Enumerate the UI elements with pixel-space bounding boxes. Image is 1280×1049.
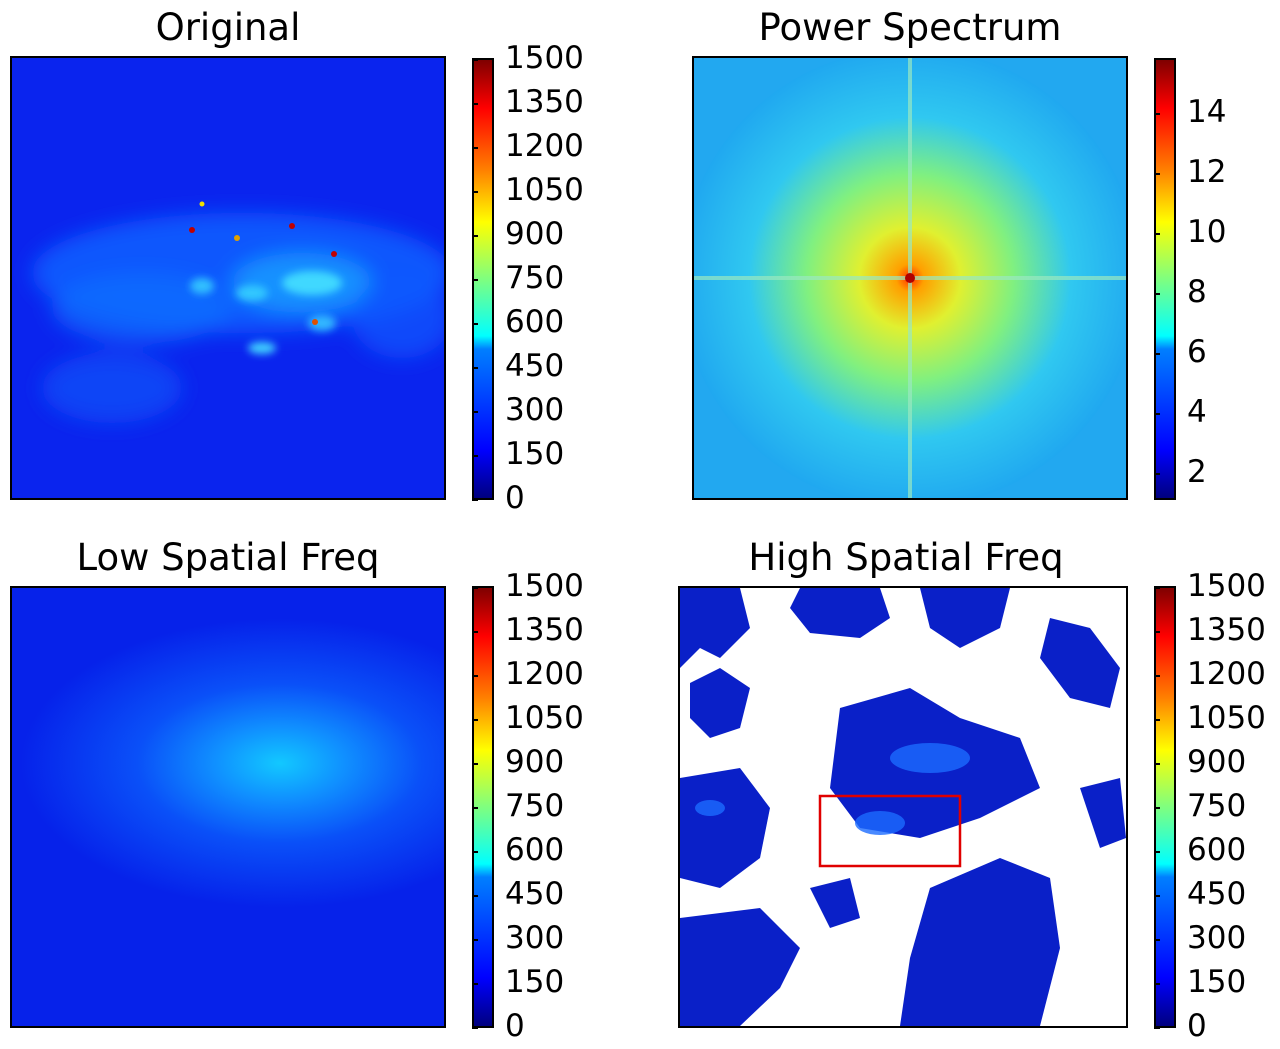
original-colorbar-tick: 0 <box>472 480 525 516</box>
low-spatial-freq-colorbar-tick: 600 <box>471 832 565 868</box>
high-spatial-freq-colorbar-tick: 450 <box>1153 876 1247 912</box>
original-peak <box>331 251 337 257</box>
original-peak <box>234 235 240 241</box>
low-spatial-freq-heatmap <box>10 586 446 1028</box>
high-spatial-freq-colorbar-tick: 1350 <box>1154 612 1266 648</box>
low-spatial-freq-colorbar-tick: 300 <box>471 920 565 956</box>
original-colorbar-tick: 1350 <box>472 84 584 120</box>
original-peak <box>289 223 295 229</box>
high-spatial-freq-colorbar-tick: 900 <box>1153 744 1247 780</box>
panel-title-low-spatial-freq: Low Spatial Freq <box>76 536 380 579</box>
high-spatial-freq-colorbar-tick: 1200 <box>1154 656 1266 692</box>
low-spatial-freq-colorbar-tick: 1050 <box>472 700 584 736</box>
original-peak <box>312 319 318 325</box>
original-colorbar-tick: 300 <box>471 392 565 428</box>
original-peak <box>189 227 195 233</box>
low-spatial-freq-colorbar-tick: 900 <box>471 744 565 780</box>
original-colorbar-tick: 900 <box>471 216 565 252</box>
original-colorbar-tick: 1200 <box>472 128 584 164</box>
original-peak <box>199 201 205 207</box>
high-spatial-freq-colorbar-tick: 150 <box>1153 964 1247 1000</box>
power-spectrum-colorbar-tick: 8 <box>1154 274 1207 310</box>
power-spectrum-colorbar-tick: 4 <box>1154 394 1207 430</box>
panel-title-high-spatial-freq: High Spatial Freq <box>748 536 1064 579</box>
high-spatial-freq-colorbar-tick: 300 <box>1153 920 1247 956</box>
high-spatial-freq-highlight-box <box>818 794 962 868</box>
original-colorbar-tick: 150 <box>471 436 565 472</box>
power-spectrum-colorbar-tick: 2 <box>1154 454 1207 490</box>
original-colorbar-tick: 750 <box>471 260 565 296</box>
power-spectrum-heatmap <box>692 56 1128 500</box>
power-spectrum-colorbar-tick: 10 <box>1153 214 1227 250</box>
panel-title-original: Original <box>155 6 301 49</box>
original-colorbar-tick: 600 <box>471 304 565 340</box>
low-spatial-freq-colorbar-tick: 450 <box>471 876 565 912</box>
high-spatial-freq-heatmap <box>678 586 1128 1028</box>
low-spatial-freq-colorbar-tick: 1500 <box>472 568 584 604</box>
power-spectrum-colorbar-tick: 6 <box>1154 334 1207 370</box>
panel-title-power-spectrum: Power Spectrum <box>758 6 1062 49</box>
original-colorbar-tick: 1050 <box>472 172 584 208</box>
power-spectrum-center <box>905 273 915 283</box>
low-spatial-freq-colorbar-tick: 750 <box>471 788 565 824</box>
original-heatmap <box>10 56 446 500</box>
power-spectrum-colorbar-tick: 14 <box>1153 94 1227 130</box>
high-spatial-freq-colorbar-tick: 1050 <box>1154 700 1266 736</box>
original-colorbar-tick: 450 <box>471 348 565 384</box>
high-spatial-freq-colorbar-tick: 1500 <box>1154 568 1266 604</box>
low-spatial-freq-colorbar-tick: 1200 <box>472 656 584 692</box>
power-spectrum-colorbar <box>1154 58 1176 500</box>
low-spatial-freq-colorbar-tick: 1350 <box>472 612 584 648</box>
high-spatial-freq-colorbar-tick: 600 <box>1153 832 1247 868</box>
power-spectrum-colorbar-tick: 12 <box>1153 154 1227 190</box>
high-spatial-freq-colorbar-tick: 0 <box>1154 1008 1207 1044</box>
low-spatial-freq-colorbar-tick: 150 <box>471 964 565 1000</box>
high-spatial-freq-colorbar-tick: 750 <box>1153 788 1247 824</box>
original-colorbar-tick: 1500 <box>472 40 584 76</box>
low-spatial-freq-colorbar-tick: 0 <box>472 1008 525 1044</box>
